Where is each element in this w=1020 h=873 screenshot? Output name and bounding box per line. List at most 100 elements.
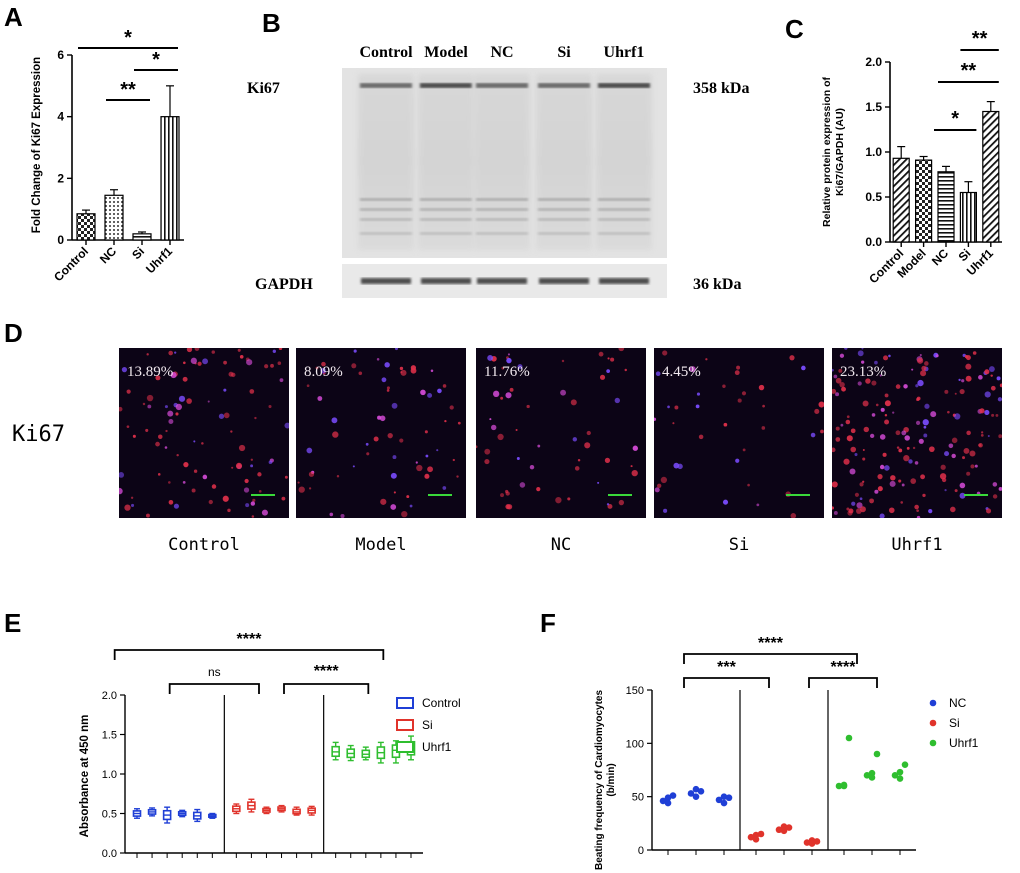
cell-nucleus (270, 363, 274, 368)
cell-nucleus (384, 362, 390, 368)
panel-f-point-nc (664, 799, 672, 807)
scale-bar (608, 494, 632, 496)
cell-nucleus (920, 370, 927, 377)
cell-nucleus (427, 466, 433, 473)
cell-nucleus (958, 378, 961, 382)
cell-nucleus (604, 457, 611, 463)
panel-f-significance-bracket (808, 677, 878, 688)
cell-nucleus (742, 448, 746, 452)
cell-nucleus (436, 449, 439, 452)
cell-nucleus (996, 376, 1001, 381)
cell-nucleus (607, 357, 610, 360)
cell-nucleus (489, 418, 492, 421)
cell-nucleus (250, 501, 256, 506)
cell-nucleus (654, 417, 657, 421)
cell-nucleus (911, 368, 914, 371)
cell-nucleus (848, 508, 854, 514)
cell-nucleus (723, 422, 728, 427)
micrograph-label-si: Si (728, 535, 750, 555)
cell-nucleus (577, 458, 581, 462)
cell-nucleus (261, 509, 268, 516)
cell-nucleus (854, 453, 858, 457)
cell-nucleus (895, 430, 901, 436)
panel-letter-d: D (4, 318, 23, 348)
cell-nucleus (818, 401, 824, 408)
cell-nucleus (990, 374, 993, 377)
cell-nucleus (919, 353, 922, 357)
ki67-lower-band (476, 218, 528, 221)
panel-a-bar-chart: Fold Change of Ki67 Expression 0 2 4 6 Cont… (31, 27, 184, 284)
panel-f-point-si (808, 840, 816, 847)
cell-nucleus (924, 361, 929, 366)
panel-c-significance-label: ** (972, 28, 988, 50)
cell-nucleus (329, 512, 334, 517)
cell-nucleus (517, 364, 523, 370)
cell-nucleus (838, 368, 843, 373)
panel-f-point-si (747, 833, 755, 841)
cell-nucleus (567, 497, 571, 501)
cell-nucleus (340, 513, 345, 518)
cell-nucleus (584, 442, 591, 449)
cell-nucleus (944, 451, 950, 457)
panel-f-point-nc (715, 796, 723, 804)
cell-nucleus (705, 358, 708, 361)
ki67-row-label: Ki67 (247, 80, 280, 97)
cell-nucleus (308, 471, 315, 477)
panel-c-y-tick-label: 0.0 (865, 235, 882, 249)
ki67-lower-band (360, 198, 412, 201)
cell-nucleus (442, 486, 447, 490)
panel-e-y-tick-label: 2.0 (102, 690, 117, 702)
cell-nucleus (175, 412, 179, 416)
panel-f-y-tick-label: 0 (638, 845, 644, 857)
panel-e-significance-label: ns (208, 665, 221, 679)
ki67-band (476, 83, 528, 88)
cell-nucleus (846, 507, 850, 511)
micrograph-model: 8.09% (296, 348, 466, 518)
cell-nucleus (928, 446, 935, 453)
panel-f-point-nc (692, 793, 700, 800)
cell-nucleus (624, 368, 627, 372)
cell-nucleus (879, 434, 886, 440)
cell-nucleus (992, 482, 998, 487)
cell-nucleus (862, 480, 865, 483)
panel-f-y-tick-label: 100 (626, 738, 644, 750)
cell-nucleus (970, 464, 975, 469)
cell-nucleus (168, 481, 171, 484)
panel-f-point-uhrf1 (840, 782, 848, 790)
panel-c-y-axis-label-line2: Ki67/GAPDH (AU) (834, 108, 846, 196)
cell-nucleus (874, 360, 878, 365)
cell-nucleus (490, 424, 497, 431)
cell-nucleus (373, 436, 379, 442)
cell-nucleus (835, 426, 840, 431)
cell-nucleus (964, 354, 969, 359)
cell-nucleus (167, 410, 174, 417)
cell-nucleus (879, 374, 882, 377)
cell-nucleus (918, 438, 924, 444)
cell-nucleus (859, 482, 864, 487)
cell-nucleus (208, 499, 213, 505)
panel-f-significance-label: **** (831, 659, 857, 676)
cell-nucleus (249, 389, 255, 394)
panel-f-point-uhrf1 (896, 768, 904, 776)
cell-nucleus (351, 363, 357, 369)
cell-nucleus (223, 388, 227, 392)
panel-a-x-tick-label: Si (129, 244, 147, 262)
ki67-lane-si (536, 74, 592, 250)
cell-nucleus (258, 490, 262, 493)
cell-nucleus (820, 429, 824, 434)
cell-nucleus (998, 434, 1002, 439)
cell-nucleus (914, 504, 919, 510)
cell-nucleus (147, 404, 152, 409)
cell-nucleus (243, 487, 250, 493)
cell-nucleus (657, 483, 662, 488)
cell-nucleus (331, 417, 338, 424)
cell-nucleus (202, 474, 208, 480)
cell-nucleus (390, 472, 397, 479)
panel-e-significance-label: **** (314, 663, 340, 680)
cell-nucleus (505, 392, 512, 399)
cell-nucleus (833, 510, 838, 515)
cell-nucleus (164, 405, 168, 409)
cell-nucleus (194, 348, 200, 351)
micrograph-label-uhrf1: Uhrf1 (891, 535, 943, 555)
panel-c-y-axis-label-line1: Relative protein expression of (821, 77, 833, 227)
